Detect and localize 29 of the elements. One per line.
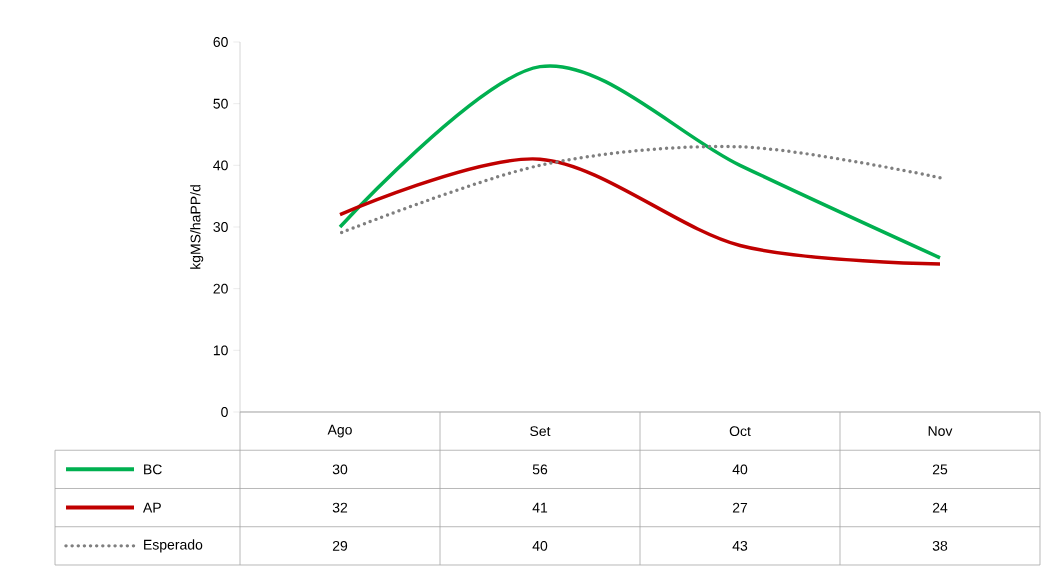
data-label: 43 <box>732 540 748 551</box>
data-label: 25 <box>932 464 948 475</box>
y-tick-label: 60 <box>213 37 228 47</box>
data-label: 40 <box>732 464 748 475</box>
x-tick-label: Oct <box>729 426 751 437</box>
data-label: 40 <box>532 540 548 551</box>
x-tick-label: Ago <box>327 424 352 438</box>
y-tick-label: 50 <box>213 98 228 109</box>
data-label: 30 <box>332 464 348 475</box>
y-axis-title: kgMS/haPP/d <box>190 185 204 269</box>
data-label: 56 <box>532 464 548 475</box>
data-label: 29 <box>332 540 348 551</box>
legend-label: AP <box>142 502 161 513</box>
data-label: 24 <box>932 502 948 513</box>
line-series <box>338 157 942 266</box>
data-label: 41 <box>532 502 548 513</box>
y-tick-label: 10 <box>213 345 228 356</box>
y-tick-label: 20 <box>213 283 228 294</box>
y-tick-label: 0 <box>221 407 228 417</box>
y-tick-label: 30 <box>213 222 228 232</box>
x-tick-label: Nov <box>928 426 953 437</box>
data-label: 27 <box>732 502 748 513</box>
x-tick-label: Set <box>530 426 551 437</box>
data-label: 32 <box>332 502 348 513</box>
line-series <box>338 64 942 260</box>
legend-label: Esperado <box>144 539 203 553</box>
legend-label: BC <box>144 464 162 475</box>
y-tick-label: 40 <box>213 160 228 171</box>
data-label: 38 <box>932 540 948 551</box>
